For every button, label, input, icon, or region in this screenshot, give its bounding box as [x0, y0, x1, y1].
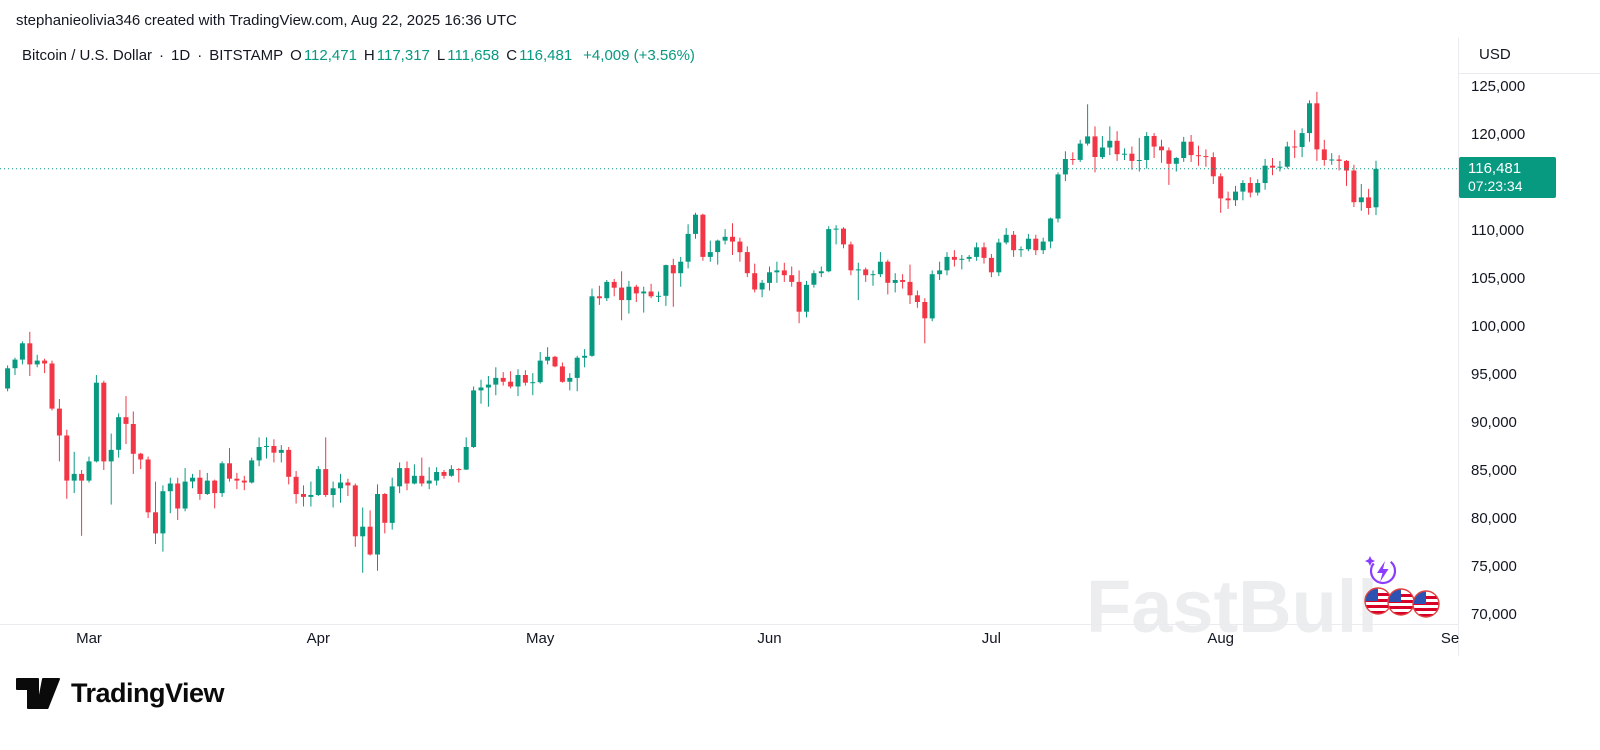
- separator-dot: ·: [159, 47, 165, 64]
- ohlc-close: C 116,481: [506, 47, 572, 64]
- low-letter: L: [436, 47, 446, 64]
- price-axis-label: 100,000: [1471, 318, 1526, 335]
- price-axis-label: 75,000: [1471, 558, 1517, 575]
- time-axis-separator: [0, 624, 1458, 625]
- price-change: +4,009 (+3.56%): [583, 47, 695, 64]
- sparkle-icon: [1365, 556, 1375, 566]
- high-letter: H: [363, 47, 375, 64]
- tradingview-logo-text: TradingView: [71, 677, 225, 708]
- price-axis-label: 120,000: [1471, 126, 1526, 143]
- symbol-name: Bitcoin / U.S. Dollar: [22, 47, 153, 64]
- close-letter: C: [506, 47, 518, 64]
- close-value: 116,481: [519, 47, 573, 64]
- currency-label: USD: [1479, 46, 1511, 63]
- last-price-badge: 116,481 07:23:34: [1459, 156, 1556, 198]
- last-price-value: 116,481: [1468, 159, 1522, 177]
- tradingview-logo-icon: [16, 678, 60, 709]
- price-axis-label: 125,000: [1471, 78, 1526, 95]
- low-value: 111,658: [447, 47, 500, 64]
- open-value: 112,471: [303, 47, 357, 64]
- price-axis-label: 85,000: [1471, 462, 1517, 479]
- interval-label: 1D: [171, 47, 191, 64]
- usd-underline: [1458, 73, 1600, 74]
- fastbull-watermark: FastBull: [1086, 565, 1378, 648]
- flash-event-icon: [1365, 556, 1397, 585]
- price-axis-separator: [1458, 38, 1459, 656]
- open-letter: O: [290, 47, 302, 64]
- ohlc-open: O 112,471: [290, 47, 357, 64]
- separator-dot: ·: [197, 47, 203, 64]
- tradingview-logo[interactable]: TradingView: [16, 676, 225, 710]
- lightning-bolt-icon: [1377, 561, 1389, 582]
- price-axis[interactable]: 125,000120,000115,000110,000105,000100,0…: [1458, 0, 1600, 750]
- price-axis-label: 105,000: [1471, 270, 1526, 287]
- symbol-info-bar: Bitcoin / U.S. Dollar · 1D · BITSTAMP O …: [22, 47, 695, 64]
- price-axis-label: 70,000: [1471, 606, 1517, 623]
- exchange-label: BITSTAMP: [209, 47, 284, 64]
- price-axis-label: 95,000: [1471, 366, 1517, 383]
- price-axis-label: 90,000: [1471, 414, 1517, 431]
- high-value: 117,317: [376, 47, 430, 64]
- ohlc-low: L 111,658: [437, 47, 499, 64]
- price-axis-label: 80,000: [1471, 510, 1517, 527]
- price-axis-label: 110,000: [1471, 222, 1525, 239]
- bar-countdown: 07:23:34: [1468, 177, 1523, 194]
- attribution-text: stephanieolivia346 created with TradingV…: [16, 12, 517, 29]
- ohlc-high: H 117,317: [364, 47, 430, 64]
